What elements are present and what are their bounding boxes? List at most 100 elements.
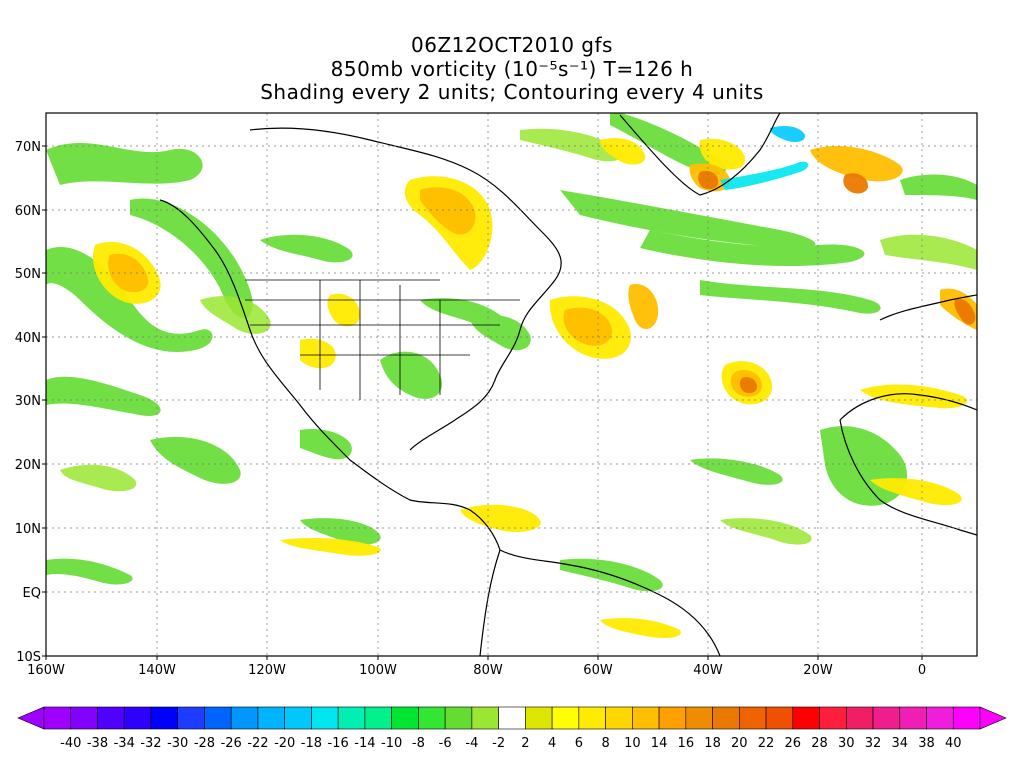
lon-label: 80W [473, 663, 503, 678]
lat-label: 40N [15, 331, 41, 346]
lat-label: 50N [15, 267, 41, 282]
colorbar-arrow-left [17, 706, 45, 730]
lat-label: 20N [15, 458, 41, 473]
colorbar-label: 8 [601, 736, 609, 751]
lat-label: 10S [16, 650, 41, 665]
colorbar-label: -14 [354, 736, 375, 751]
colorbar-label: -18 [301, 736, 322, 751]
lat-label: 30N [15, 394, 41, 409]
colorbar-label: -8 [412, 736, 425, 751]
colorbar-label: 18 [704, 736, 721, 751]
colorbar-label: -4 [465, 736, 478, 751]
colorbar-swatch [284, 706, 312, 730]
lon-label: 160W [27, 663, 65, 678]
colorbar-swatch [471, 706, 499, 730]
colorbar-swatch [658, 706, 687, 730]
map-frame [45, 112, 978, 657]
colorbar-swatch [150, 706, 179, 730]
title-line-3: Shading every 2 units; Contouring every … [260, 80, 764, 104]
colorbar-swatch [311, 706, 339, 730]
colorbar-swatch [765, 706, 794, 730]
colorbar-label: 38 [918, 736, 935, 751]
colorbar-swatch [123, 706, 152, 730]
colorbar-swatch [257, 706, 285, 730]
colorbar-label: -22 [247, 736, 268, 751]
lon-label: 40W [693, 663, 723, 678]
colorbar-label: -26 [221, 736, 242, 751]
colorbar-label: 16 [678, 736, 695, 751]
lat-label: 10N [15, 522, 41, 537]
colorbar-swatch [43, 706, 72, 730]
colorbar-label: 28 [811, 736, 828, 751]
colorbar-swatch [418, 706, 446, 730]
colorbar-swatch [525, 706, 553, 730]
colorbar-label: -40 [60, 736, 81, 751]
colorbar-swatch [952, 706, 981, 730]
colorbar-swatch [739, 706, 767, 730]
colorbar-swatch [364, 706, 392, 730]
colorbar [17, 706, 1007, 730]
coastlines [159, 113, 977, 656]
colorbar-label: 34 [891, 736, 908, 751]
colorbar-swatch [337, 706, 366, 730]
colorbar-label: 6 [575, 736, 583, 751]
colorbar-swatch [70, 706, 98, 730]
title-line-1: 06Z12OCT2010 gfs [411, 33, 613, 57]
lat-label: 60N [15, 204, 41, 219]
latitude-labels: 70N 60N 50N 40N 30N 20N 10N EQ 10S [15, 140, 46, 665]
lon-label: 0 [918, 663, 926, 678]
lon-label: 60W [583, 663, 613, 678]
colorbar-label: -30 [167, 736, 188, 751]
colorbar-swatch [551, 706, 580, 730]
colorbar-swatch [578, 706, 606, 730]
colorbar-label: 22 [758, 736, 775, 751]
graticule [46, 113, 977, 656]
colorbar-swatch [204, 706, 232, 730]
lon-label: 20W [803, 663, 833, 678]
colorbar-swatch [391, 706, 419, 730]
colorbar-swatch [712, 706, 740, 730]
colorbar-swatch [605, 706, 633, 730]
colorbar-labels: -40 -38 -34 -32 -30 -28 -26 -22 -20 -18 -16 -14 -10-… [60, 736, 961, 751]
colorbar-label: -2 [492, 736, 505, 751]
colorbar-swatch [685, 706, 713, 730]
colorbar-swatch [792, 706, 820, 730]
colorbar-swatch [444, 706, 473, 730]
colorbar-label: 30 [838, 736, 855, 751]
colorbar-label: -10 [381, 736, 402, 751]
colorbar-label: -28 [194, 736, 215, 751]
lon-label: 120W [248, 663, 286, 678]
longitude-labels: 160W 140W 120W 100W 80W 60W 40W 20W 0 [27, 656, 926, 678]
colorbar-swatch [498, 706, 526, 730]
colorbar-swatch [632, 706, 660, 730]
lat-label: EQ [23, 586, 41, 601]
title-line-2: 850mb vorticity (10⁻⁵s⁻¹) T=126 h [330, 57, 694, 81]
colorbar-swatch [230, 706, 259, 730]
colorbar-label: 32 [865, 736, 882, 751]
colorbar-label: 20 [731, 736, 748, 751]
colorbar-label: -34 [114, 736, 135, 751]
colorbar-label: -16 [328, 736, 349, 751]
political-borders [245, 279, 520, 400]
colorbar-swatch [177, 706, 205, 730]
lon-label: 140W [138, 663, 176, 678]
colorbar-label: -32 [140, 736, 161, 751]
colorbar-label: 14 [651, 736, 668, 751]
colorbar-swatch [845, 706, 874, 730]
colorbar-swatch [97, 706, 125, 730]
colorbar-label: 40 [945, 736, 962, 751]
lon-label: 100W [359, 663, 397, 678]
colorbar-swatch [926, 706, 954, 730]
colorbar-label: 10 [624, 736, 641, 751]
colorbar-swatch [819, 706, 847, 730]
colorbar-swatch [899, 706, 927, 730]
colorbar-label: -20 [274, 736, 295, 751]
colorbar-label: 26 [785, 736, 802, 751]
lat-label: 70N [15, 140, 41, 155]
colorbar-label: -38 [87, 736, 108, 751]
colorbar-arrow-right [979, 706, 1007, 730]
colorbar-label: 4 [548, 736, 556, 751]
colorbar-label: -6 [439, 736, 452, 751]
vorticity-shading [46, 113, 977, 638]
